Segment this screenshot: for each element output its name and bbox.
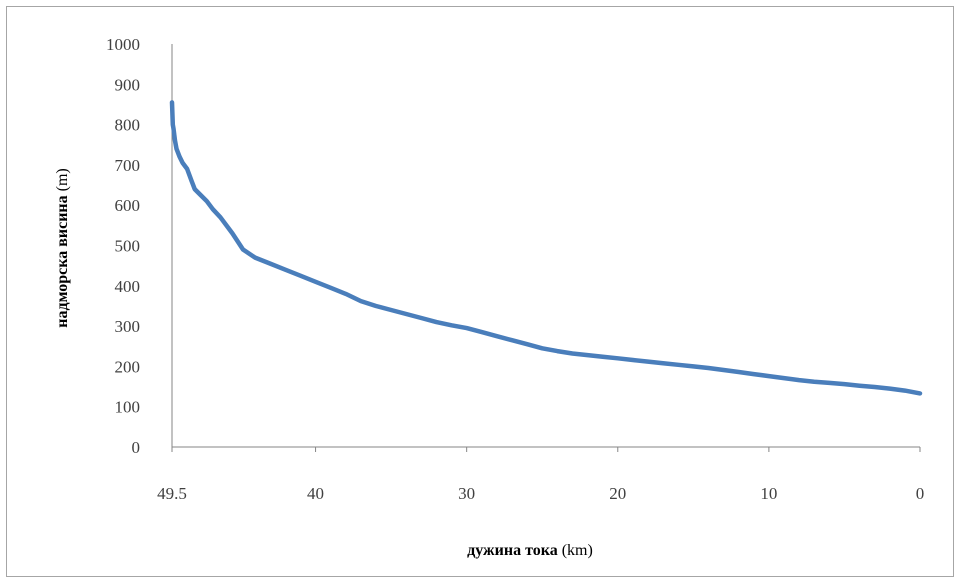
x-axis-title-unit: (km)	[558, 542, 593, 559]
x-tick-label: 30	[458, 484, 475, 503]
y-tick-label: 400	[115, 277, 141, 296]
y-tick-label: 200	[115, 357, 141, 376]
x-tick-label: 10	[760, 484, 777, 503]
x-tick-label: 20	[609, 484, 626, 503]
y-tick-label: 0	[132, 438, 141, 457]
x-tick-label: 0	[916, 484, 925, 503]
x-tick-marks	[171, 447, 921, 452]
x-axis-title-text: дужина тока	[467, 542, 558, 559]
y-tick-label: 1000	[106, 35, 140, 54]
y-tick-labels: 0 100 200 300 400 500 600 700 800 900 1000	[106, 35, 140, 457]
y-axis-title: надморска висина (m)	[54, 168, 71, 327]
y-axis-title-unit: (m)	[54, 168, 71, 195]
x-tick-labels: 49.5 40 30 20 10 0	[157, 484, 924, 503]
y-tick-label: 800	[115, 116, 141, 135]
y-tick-label: 100	[115, 398, 141, 417]
y-tick-label: 700	[115, 156, 141, 175]
x-tick-label: 40	[307, 484, 324, 503]
series-line	[169, 100, 923, 396]
x-tick-label: 49.5	[157, 484, 187, 503]
chart-frame	[6, 6, 954, 577]
y-tick-label: 300	[115, 317, 141, 336]
y-tick-label: 500	[115, 237, 141, 256]
y-tick-label: 600	[115, 196, 141, 215]
y-tick-label: 900	[115, 75, 141, 94]
y-axis-title-text: надморска висина	[54, 195, 71, 327]
x-axis-title: дужина тока (km)	[467, 542, 593, 559]
